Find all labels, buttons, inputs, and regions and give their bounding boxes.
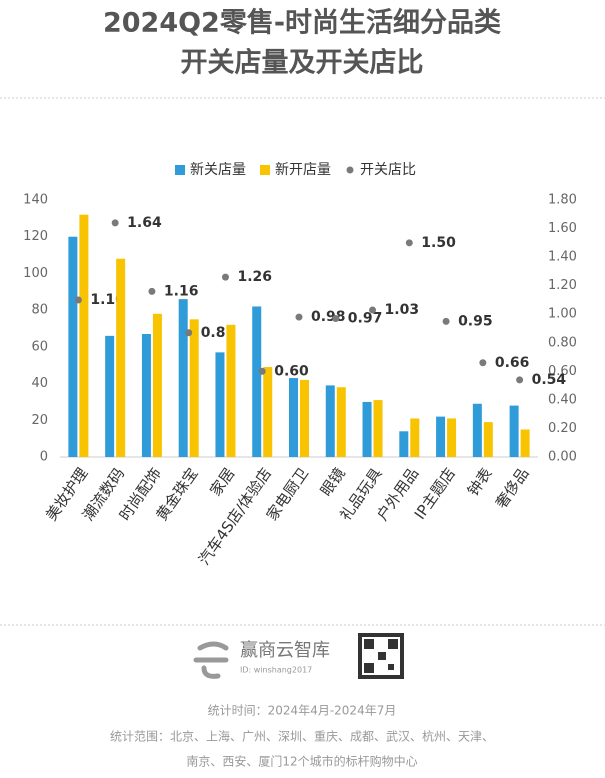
y-tick-label: 60 xyxy=(31,339,48,354)
ratio-point xyxy=(442,317,450,325)
ratio-point xyxy=(369,306,377,314)
y2-tick-label: 0.40 xyxy=(548,392,577,407)
ratio-point xyxy=(295,313,303,321)
x-tick-label: 奢侈品 xyxy=(492,465,533,512)
legend-marker xyxy=(346,166,354,174)
note: 统计时间：2024年4月-2024年7月 xyxy=(208,704,397,718)
legend-label: 新关店量 xyxy=(190,162,246,178)
ratio-point xyxy=(332,315,340,323)
ratio-point xyxy=(479,359,487,367)
ratio-point xyxy=(111,219,119,227)
y2-tick-label: 1.20 xyxy=(548,278,577,293)
legend-marker xyxy=(175,165,185,175)
bar xyxy=(336,387,346,457)
y2-tick-label: 1.60 xyxy=(548,221,577,236)
bar xyxy=(483,422,493,457)
y2-tick-label: 0.80 xyxy=(548,335,577,350)
bar xyxy=(189,319,199,457)
bar xyxy=(373,400,383,457)
bar xyxy=(68,236,78,457)
bar xyxy=(116,258,126,457)
bar xyxy=(472,403,482,457)
bar xyxy=(410,418,420,457)
data-label: 0.60 xyxy=(274,363,309,379)
bar xyxy=(263,367,273,457)
bar xyxy=(105,335,115,457)
x-tick-label: 眼镜 xyxy=(317,465,349,500)
ratio-point xyxy=(148,287,156,295)
x-tick-label: 家居 xyxy=(206,465,238,500)
bar xyxy=(399,431,409,457)
y-tick-label: 140 xyxy=(23,193,48,208)
bar xyxy=(436,416,446,457)
ratio-point xyxy=(405,239,413,247)
bar xyxy=(141,334,151,457)
bar xyxy=(215,352,225,457)
bar xyxy=(79,214,89,457)
data-label: 0.98 xyxy=(311,309,346,325)
y2-tick-label: 1.00 xyxy=(548,307,577,322)
ratio-point xyxy=(516,376,524,384)
brand: 赢商云智库 xyxy=(240,639,330,661)
bar xyxy=(300,379,309,457)
logo xyxy=(193,641,229,679)
data-label: 1.50 xyxy=(421,235,456,251)
y-tick-label: 20 xyxy=(31,413,48,428)
bar xyxy=(289,378,298,457)
note: 统计范围：北京、上海、广州、深圳、重庆、成都、武汉、杭州、天津、 xyxy=(110,729,494,744)
x-tick-label: 钟表 xyxy=(464,465,496,500)
y2-tick-label: 0.60 xyxy=(548,364,577,379)
y2-tick-label: 0.20 xyxy=(548,421,577,436)
legend-label: 新开店量 xyxy=(275,162,331,178)
data-label: 1.64 xyxy=(127,215,162,231)
y-tick-label: 40 xyxy=(31,376,48,391)
y-tick-label: 120 xyxy=(23,229,48,244)
chart-title: 2024Q2零售-时尚生活细分品类 xyxy=(103,7,501,39)
bar xyxy=(178,299,188,457)
y-tick-label: 80 xyxy=(31,303,48,318)
legend-marker xyxy=(260,165,270,175)
qr-code xyxy=(358,633,404,679)
data-label: 0.54 xyxy=(532,372,567,388)
bar xyxy=(509,405,519,457)
data-label: 0.66 xyxy=(495,355,530,371)
ratio-point xyxy=(74,296,82,304)
bar xyxy=(226,324,236,457)
x-tick-label: 汽车4S店/体验店 xyxy=(195,465,275,569)
bar xyxy=(447,418,457,457)
bar xyxy=(325,385,335,457)
y-tick-label: 0 xyxy=(40,450,48,465)
y-tick-label: 100 xyxy=(23,266,48,281)
ratio-point xyxy=(258,367,266,375)
y2-tick-label: 1.40 xyxy=(548,250,577,265)
data-label: 1.03 xyxy=(385,302,420,318)
y2-tick-label: 0.00 xyxy=(548,450,577,465)
note: 南京、西安、厦门12个城市的标杆购物中心 xyxy=(186,754,417,769)
data-label: 0.95 xyxy=(458,313,493,329)
bar xyxy=(152,313,162,457)
chart-title: 开关店量及开关店比 xyxy=(181,48,424,79)
data-label: 1.16 xyxy=(164,283,199,299)
y2-tick-label: 1.80 xyxy=(548,193,577,208)
bar xyxy=(252,306,262,457)
brand-id: ID: winshang2017 xyxy=(240,666,312,675)
bar xyxy=(520,429,530,457)
ratio-point xyxy=(221,273,229,281)
data-label: 1.26 xyxy=(237,269,272,285)
bar xyxy=(362,401,372,457)
ratio-point xyxy=(185,329,193,337)
data-label: 0.97 xyxy=(348,311,383,327)
legend-label: 开关店比 xyxy=(360,162,416,178)
